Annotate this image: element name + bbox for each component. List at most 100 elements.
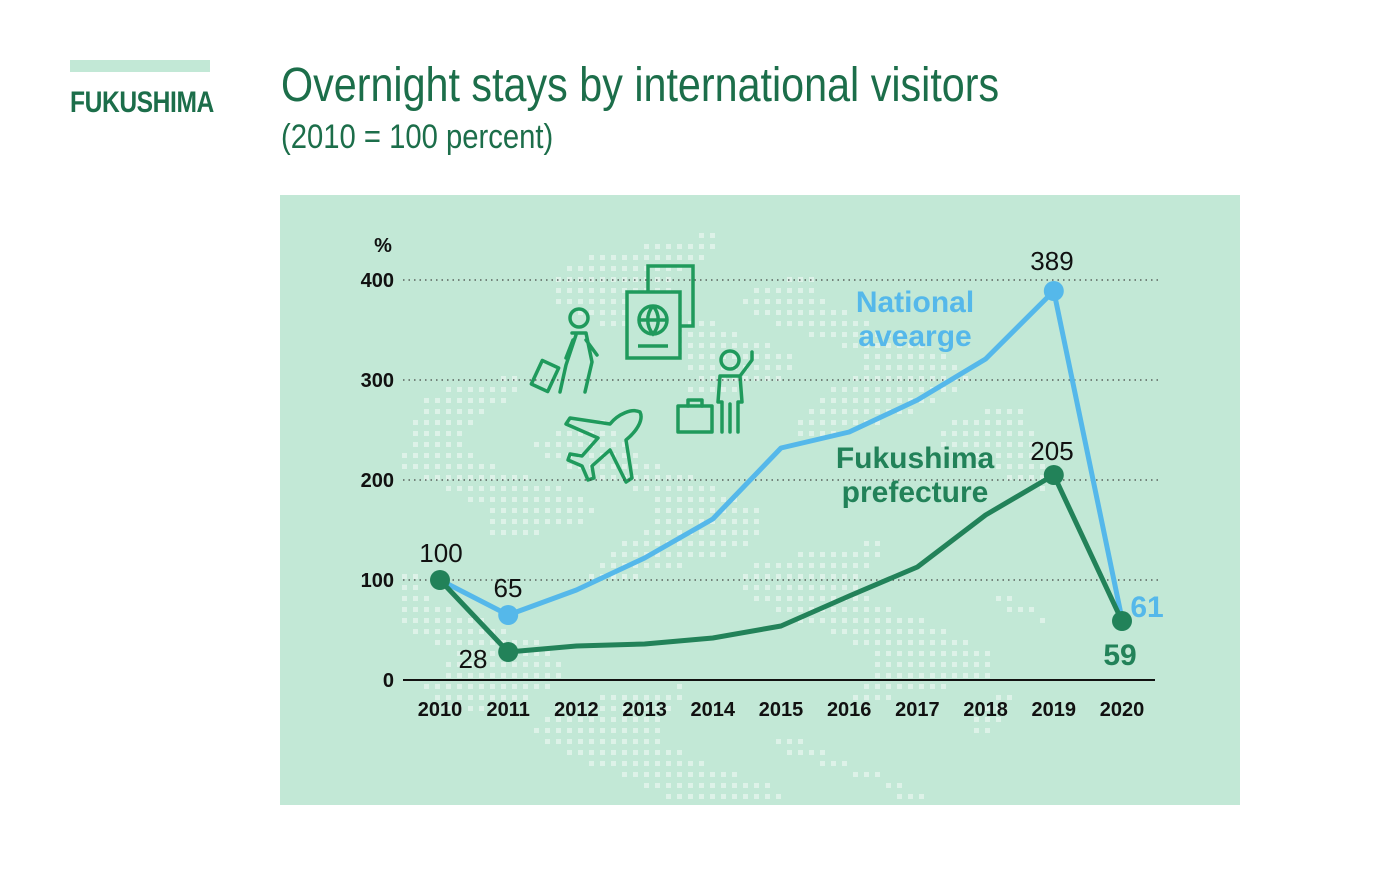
globe-dot [1029,475,1034,480]
globe-dot [622,750,627,755]
globe-dot [710,541,715,546]
globe-dot [776,365,781,370]
globe-dot [688,365,693,370]
globe-dot [534,486,539,491]
globe-dot [875,684,880,689]
globe-dot [875,552,880,557]
globe-dot [875,673,880,678]
globe-dot [446,475,451,480]
globe-dot [611,255,616,260]
globe-dot [534,651,539,656]
globe-dot [622,310,627,315]
globe-dot [1040,618,1045,623]
globe-dot [908,387,913,392]
globe-dot [435,420,440,425]
globe-dot [787,739,792,744]
globe-dot [1029,453,1034,458]
globe-dot [919,365,924,370]
globe-dot [622,464,627,469]
globe-dot [578,717,583,722]
globe-dot [600,310,605,315]
globe-dot [842,585,847,590]
globe-dot [688,475,693,480]
globe-dot [941,365,946,370]
globe-dot [853,640,858,645]
globe-dot [776,288,781,293]
data-label: 65 [494,573,523,603]
globe-dot [578,750,583,755]
globe-dot [875,387,880,392]
globe-dot [875,618,880,623]
globe-dot [644,728,649,733]
globe-dot [600,475,605,480]
globe-dot [996,431,1001,436]
globe-dot [413,431,418,436]
globe-dot [622,706,627,711]
globe-dot [831,420,836,425]
globe-dot [831,398,836,403]
globe-dot [424,442,429,447]
globe-dot [490,695,495,700]
globe-dot [424,607,429,612]
globe-dot [875,365,880,370]
globe-dot [1007,464,1012,469]
globe-dot [886,618,891,623]
globe-dot [567,739,572,744]
globe-dot [985,717,990,722]
globe-dot [468,453,473,458]
globe-dot [743,508,748,513]
passport-icon [625,264,695,360]
globe-dot [457,651,462,656]
data-label: 205 [1030,436,1073,466]
region-tag-bar [70,60,210,72]
globe-dot [1018,420,1023,425]
chart-subtitle: (2010 = 100 percent) [281,118,554,156]
globe-dot [699,321,704,326]
globe-dot [688,772,693,777]
globe-dot [919,629,924,634]
globe-dot [490,519,495,524]
globe-dot [545,508,550,513]
globe-dot [534,519,539,524]
globe-dot [853,552,858,557]
globe-dot [930,629,935,634]
fukushima-data-point [430,570,450,590]
data-label: 389 [1030,246,1073,276]
globe-dot [468,673,473,678]
globe-dot [501,497,506,502]
globe-dot [930,365,935,370]
globe-dot [611,728,616,733]
globe-dot [721,552,726,557]
globe-dot [501,684,506,689]
globe-dot [743,574,748,579]
globe-dot [919,398,924,403]
globe-dot [479,398,484,403]
globe-dot [754,299,759,304]
globe-dot [908,365,913,370]
globe-dot [798,288,803,293]
globe-dot [567,442,572,447]
globe-dot [842,310,847,315]
globe-dot [842,420,847,425]
globe-dot [985,662,990,667]
globe-dot [490,673,495,678]
globe-dot [776,376,781,381]
globe-dot [490,684,495,689]
globe-dot [974,442,979,447]
globe-dot [721,519,726,524]
globe-dot [545,673,550,678]
globe-dot [996,717,1001,722]
globe-dot [776,794,781,799]
globe-dot [677,486,682,491]
globe-dot [578,706,583,711]
globe-dot [655,728,660,733]
globe-dot [798,750,803,755]
globe-dot [446,629,451,634]
globe-dot [952,365,957,370]
globe-dot [567,728,572,733]
globe-dot [490,530,495,535]
globe-dot [644,541,649,546]
globe-dot [820,563,825,568]
globe-dot [457,453,462,458]
globe-dot [655,519,660,524]
